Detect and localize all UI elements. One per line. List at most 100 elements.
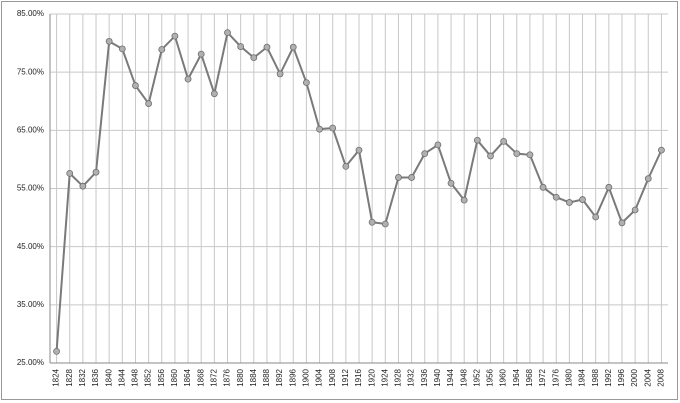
- x-tick-label: 1864: [183, 368, 192, 386]
- point: [105, 37, 113, 45]
- point: [303, 79, 310, 87]
- x-tick-label: 1948: [459, 368, 468, 386]
- x-tick-label: 1868: [196, 368, 205, 386]
- x-tick-label: 1908: [328, 368, 337, 386]
- x-tick-label: 1880: [236, 368, 245, 386]
- x-tick-label: 2000: [630, 368, 639, 386]
- x-tick-label: 1988: [591, 368, 600, 386]
- point: [184, 75, 192, 83]
- x-tick-label: 1844: [117, 368, 126, 386]
- x-tick-label: 1984: [578, 368, 587, 386]
- point: [132, 82, 139, 89]
- y-tick-label: 45.00%: [17, 242, 44, 251]
- point: [171, 32, 179, 40]
- x-tick-label: 1936: [420, 368, 429, 386]
- point: [487, 152, 494, 160]
- x-tick-label: 1856: [157, 368, 166, 386]
- y-tick-label: 75.00%: [17, 67, 44, 76]
- x-tick-label: 1968: [525, 368, 534, 386]
- y-tick-label: 85.00%: [17, 9, 44, 18]
- point: [355, 146, 363, 154]
- x-tick-label: 1976: [551, 368, 560, 386]
- point: [263, 43, 271, 51]
- x-tick-label: 1860: [170, 368, 179, 386]
- point: [552, 193, 560, 201]
- x-tick-label: 1876: [223, 368, 232, 386]
- x-tick-label: 1848: [131, 368, 140, 386]
- x-tick-label: 1872: [209, 368, 218, 386]
- point: [631, 206, 639, 214]
- x-tick-label: 1904: [315, 368, 324, 386]
- x-tick-label: 1896: [288, 368, 297, 386]
- point: [79, 182, 87, 190]
- x-tick-label: 1892: [275, 368, 284, 386]
- point: [579, 196, 586, 203]
- point: [513, 150, 521, 158]
- x-tick-label: 1952: [472, 368, 481, 386]
- point: [473, 136, 481, 144]
- point: [381, 220, 389, 228]
- point: [158, 46, 166, 53]
- point: [118, 45, 126, 53]
- point: [539, 183, 547, 191]
- point: [92, 168, 100, 176]
- point: [316, 125, 323, 133]
- x-tick-label: 1828: [65, 368, 74, 386]
- x-tick-label: 2008: [657, 368, 666, 386]
- point: [644, 175, 652, 183]
- point: [658, 146, 665, 154]
- x-tick-label: 1996: [617, 368, 626, 386]
- x-tick-label: 1972: [538, 368, 547, 386]
- x-tick-label: 1924: [380, 368, 389, 386]
- point: [53, 347, 60, 355]
- point: [408, 174, 415, 181]
- x-tick-label: 1928: [394, 368, 403, 386]
- point: [368, 218, 376, 226]
- x-tick-label: 1840: [104, 368, 113, 386]
- point: [342, 162, 350, 170]
- point: [66, 169, 74, 177]
- point: [526, 151, 534, 159]
- point: [224, 29, 231, 37]
- point: [250, 54, 258, 62]
- y-tick-label: 25.00%: [17, 358, 44, 367]
- x-tick-label: 1980: [564, 368, 573, 386]
- point: [197, 50, 205, 58]
- point: [618, 219, 626, 227]
- x-tick-label: 1956: [486, 368, 495, 386]
- point: [145, 100, 153, 107]
- point: [447, 179, 455, 187]
- x-tick-label: 1888: [262, 368, 271, 386]
- point: [565, 199, 573, 206]
- point: [276, 70, 284, 78]
- x-tick-label: 1944: [446, 368, 455, 386]
- point: [592, 213, 600, 221]
- x-tick-label: 1832: [78, 368, 87, 386]
- x-tick-label: 1824: [52, 368, 61, 386]
- x-tick-label: 1912: [341, 368, 350, 386]
- x-tick-label: 1992: [604, 368, 613, 386]
- y-tick-label: 35.00%: [17, 300, 44, 309]
- x-tick-label: 1940: [433, 368, 442, 386]
- x-tick-label: 1884: [249, 368, 258, 386]
- y-tick-label: 55.00%: [17, 184, 44, 193]
- point: [210, 90, 218, 98]
- x-tick-label: 1916: [354, 368, 363, 386]
- point: [605, 183, 613, 191]
- x-tick-label: 1920: [367, 368, 376, 386]
- x-tick-label: 1852: [144, 368, 153, 386]
- point: [500, 137, 508, 145]
- point: [434, 141, 442, 149]
- x-tick-label: 2004: [643, 368, 652, 386]
- point: [289, 43, 297, 51]
- x-tick-label: 1836: [91, 368, 100, 386]
- point: [237, 43, 245, 50]
- x-tick-label: 1960: [499, 368, 508, 386]
- point: [329, 124, 337, 132]
- y-tick-label: 65.00%: [17, 125, 44, 134]
- x-tick-label: 1964: [512, 368, 521, 386]
- point: [421, 150, 429, 158]
- x-tick-label: 1900: [302, 368, 311, 386]
- point: [395, 174, 402, 181]
